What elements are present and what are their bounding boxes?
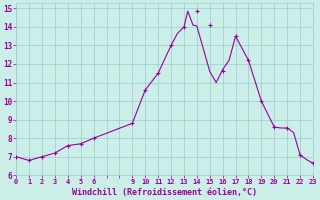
X-axis label: Windchill (Refroidissement éolien,°C): Windchill (Refroidissement éolien,°C) — [72, 188, 257, 197]
